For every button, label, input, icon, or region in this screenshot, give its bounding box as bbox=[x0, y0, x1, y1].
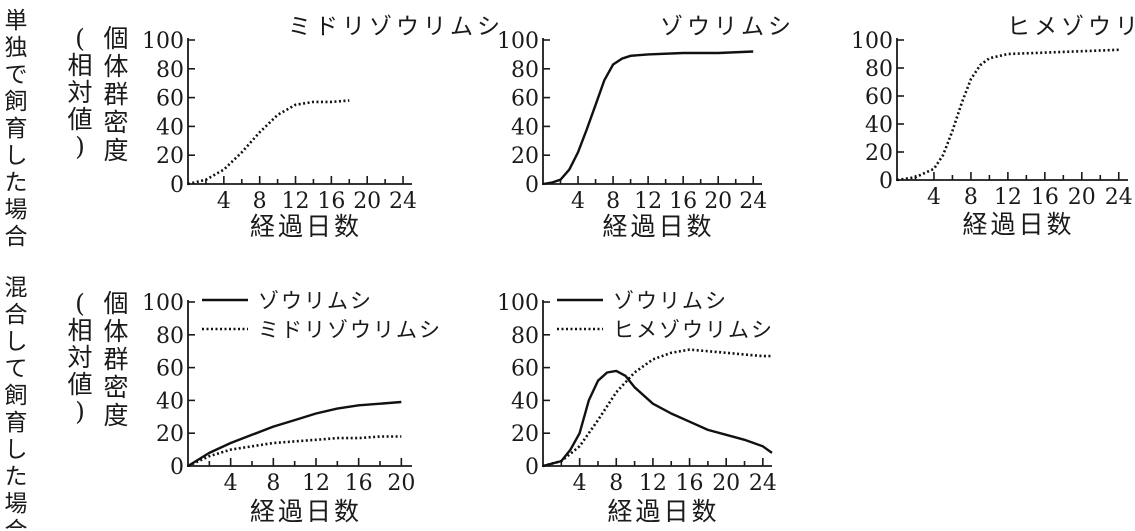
legend-label: ゾウリムシ bbox=[258, 289, 373, 313]
y-tick-label: 60 bbox=[156, 87, 184, 112]
y-tick-label: 100 bbox=[497, 291, 539, 316]
y-tick-label: 0 bbox=[525, 173, 539, 198]
row-label-single: 単独で飼育した場合 bbox=[5, 8, 28, 250]
chart-zourimushi-single: 0 20 40 60 80 100 4 8 12 16 20 24 経過日数 ゾウリムシ bbox=[497, 14, 795, 241]
x-tick-label: 20 bbox=[704, 189, 732, 214]
y-tick-label: 60 bbox=[156, 357, 184, 382]
y-tick-label: 40 bbox=[865, 113, 893, 138]
x-tick-label: 16 bbox=[669, 189, 697, 214]
ylabel-row2: 個体群密度 bbox=[103, 289, 128, 430]
x-tick-label: 4 bbox=[217, 189, 231, 214]
x-axis-label: 経過日数 bbox=[602, 212, 714, 241]
x-tick-label: 24 bbox=[1105, 185, 1133, 210]
x-tick-label: 20 bbox=[1068, 185, 1096, 210]
y-tick-label: 20 bbox=[511, 144, 539, 169]
x-tick-label: 20 bbox=[353, 189, 381, 214]
y-tick-label: 20 bbox=[865, 141, 893, 166]
y-tick-label: 100 bbox=[497, 29, 539, 54]
x-axis-label: 経過日数 bbox=[962, 210, 1074, 239]
series-line-dotted bbox=[187, 99, 350, 186]
y-tick-label: 80 bbox=[156, 324, 184, 349]
x-tick-label: 24 bbox=[389, 189, 417, 214]
x-tick-label: 8 bbox=[609, 471, 623, 496]
x-tick-label: 16 bbox=[317, 189, 345, 214]
x-axis-label: 経過日数 bbox=[250, 497, 362, 526]
chart-hime-zourimushi-single: 0 20 40 60 80 100 48 12 16 20 24 経過日数 ヒメゾウリムシ bbox=[851, 14, 1135, 239]
series-line-solid bbox=[542, 50, 754, 186]
x-tick-label: 4 bbox=[927, 185, 941, 210]
x-tick-label: 16 bbox=[676, 471, 704, 496]
x-tick-label: 8 bbox=[964, 185, 978, 210]
x-tick-label: 12 bbox=[302, 471, 330, 496]
x-tick-label: 20 bbox=[387, 471, 415, 496]
x-tick-label: 24 bbox=[739, 189, 767, 214]
y-tick-label: 80 bbox=[511, 58, 539, 83]
series-line-solid bbox=[542, 369, 773, 468]
y-tick-label: 100 bbox=[142, 291, 184, 316]
y-tick-label: 40 bbox=[511, 115, 539, 140]
legend-label: ヒメゾウリムシ bbox=[613, 318, 774, 342]
series-line-dotted bbox=[896, 48, 1119, 182]
legend-label: ミドリゾウリムシ bbox=[258, 318, 442, 342]
series-line-solid bbox=[187, 400, 402, 468]
x-tick-label: 4 bbox=[224, 471, 238, 496]
x-tick-label: 12 bbox=[282, 189, 310, 214]
y-tick-label: 100 bbox=[851, 29, 893, 54]
x-tick-label: 4 bbox=[571, 189, 585, 214]
y-tick-label: 40 bbox=[156, 115, 184, 140]
row-label-mixed: 混合して飼育した場合 bbox=[5, 275, 28, 531]
ylabel-unit-row2: (相対値) bbox=[67, 289, 92, 426]
y-tick-label: 60 bbox=[511, 357, 539, 382]
x-tick-label: 24 bbox=[749, 471, 777, 496]
y-tick-label: 80 bbox=[865, 57, 893, 82]
x-tick-label: 4 bbox=[573, 471, 587, 496]
y-tick-label: 100 bbox=[142, 29, 184, 54]
x-tick-label: 8 bbox=[253, 189, 267, 214]
x-tick-label: 8 bbox=[266, 471, 280, 496]
x-tick-label: 12 bbox=[639, 471, 667, 496]
y-tick-label: 20 bbox=[511, 422, 539, 447]
y-tick-label: 60 bbox=[865, 85, 893, 110]
y-tick-label: 80 bbox=[511, 324, 539, 349]
chart-midori-zourimushi-single: 0 20 40 60 80 100 4 8 12 16 20 24 経過日数 ミドリゾウリムシ bbox=[142, 14, 504, 241]
x-tick-label: 20 bbox=[712, 471, 740, 496]
legend-label: ゾウリムシ bbox=[613, 289, 728, 313]
y-tick-label: 0 bbox=[170, 173, 184, 198]
y-tick-label: 0 bbox=[525, 455, 539, 480]
y-tick-label: 40 bbox=[511, 389, 539, 414]
y-tick-label: 80 bbox=[156, 58, 184, 83]
ylabel-unit-row1: (相対値) bbox=[67, 24, 92, 161]
y-tick-label: 0 bbox=[170, 455, 184, 480]
series-line-dotted bbox=[187, 435, 402, 468]
x-axis-label: 経過日数 bbox=[250, 212, 362, 241]
chart-title: ヒメゾウリムシ bbox=[1007, 14, 1135, 40]
x-tick-label: 8 bbox=[606, 189, 620, 214]
y-tick-label: 60 bbox=[511, 87, 539, 112]
y-tick-label: 20 bbox=[156, 422, 184, 447]
series-line-dotted bbox=[542, 348, 772, 468]
x-tick-label: 16 bbox=[345, 471, 373, 496]
x-axis-label: 経過日数 bbox=[607, 497, 719, 526]
chart-title: ゾウリムシ bbox=[660, 14, 795, 40]
chart-title: ミドリゾウリムシ bbox=[288, 14, 504, 40]
y-tick-label: 0 bbox=[879, 169, 893, 194]
ylabel-row1: 個体群密度 bbox=[103, 24, 128, 165]
x-tick-label: 16 bbox=[1031, 185, 1059, 210]
y-tick-label: 40 bbox=[156, 389, 184, 414]
x-tick-label: 12 bbox=[994, 185, 1022, 210]
y-tick-label: 20 bbox=[156, 144, 184, 169]
x-tick-label: 12 bbox=[634, 189, 662, 214]
